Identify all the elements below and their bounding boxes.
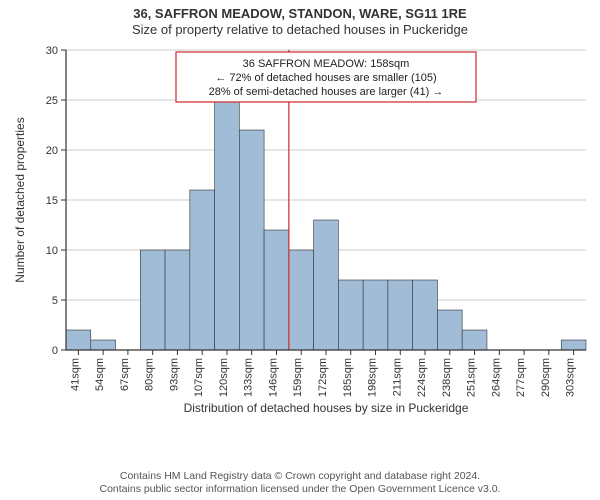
xtick-label: 224sqm [416, 358, 428, 397]
xtick-label: 146sqm [267, 358, 279, 397]
xtick-label: 277sqm [515, 358, 527, 397]
histogram-bar [91, 340, 116, 350]
ytick-label: 30 [46, 45, 58, 57]
histogram-bar [239, 130, 264, 350]
ytick-label: 5 [52, 295, 58, 307]
histogram-bar [388, 280, 413, 350]
histogram-bar [561, 340, 586, 350]
histogram-bar [165, 250, 190, 350]
histogram-bar [190, 190, 215, 350]
xtick-label: 185sqm [342, 358, 354, 397]
xtick-label: 120sqm [218, 358, 230, 397]
histogram-bar [289, 250, 314, 350]
xtick-label: 41sqm [69, 358, 81, 391]
histogram-bar [314, 220, 339, 350]
xtick-label: 93sqm [168, 358, 180, 391]
footer-line2: Contains public sector information licen… [12, 483, 588, 496]
histogram-chart: 0 5 10 15 20 25 30 41sqm 54sqm 67sqm 80sqm 93sqm 107… [6, 42, 594, 422]
histogram-bar [215, 100, 240, 350]
xtick-label: 159sqm [292, 358, 304, 397]
xtick-label: 251sqm [466, 358, 478, 397]
figure-title-line2: Size of property relative to detached ho… [0, 22, 600, 38]
histogram-bar [437, 310, 462, 350]
y-axis-label: Number of detached properties [13, 117, 27, 282]
legend-line: 28% of semi-detached houses are larger (… [209, 86, 444, 98]
xtick-label: 290sqm [540, 358, 552, 397]
xtick-label: 80sqm [144, 358, 156, 391]
title-block: 36, SAFFRON MEADOW, STANDON, WARE, SG11 … [0, 0, 600, 39]
xtick-label: 107sqm [193, 358, 205, 397]
chart-svg: 0 5 10 15 20 25 30 41sqm 54sqm 67sqm 80sqm 93sqm 107… [6, 42, 594, 422]
ytick-label: 20 [46, 145, 58, 157]
legend-line: ← 72% of detached houses are smaller (10… [215, 72, 436, 84]
xtick-label: 198sqm [367, 358, 379, 397]
legend-line: 36 SAFFRON MEADOW: 158sqm [243, 58, 410, 70]
ytick-label: 15 [46, 195, 58, 207]
xtick-label: 67sqm [119, 358, 131, 391]
figure-footer: Contains HM Land Registry data © Crown c… [12, 470, 588, 496]
xtick-label: 303sqm [565, 358, 577, 397]
histogram-bar [462, 330, 487, 350]
figure-title-line1: 36, SAFFRON MEADOW, STANDON, WARE, SG11 … [0, 6, 600, 22]
histogram-bar [338, 280, 363, 350]
histogram-bar [413, 280, 438, 350]
x-axis-label: Distribution of detached houses by size … [184, 401, 469, 415]
histogram-bar [363, 280, 388, 350]
ytick-label: 0 [52, 345, 58, 357]
histogram-bar [264, 230, 289, 350]
histogram-bar [140, 250, 165, 350]
ytick-label: 25 [46, 95, 58, 107]
ytick-label: 10 [46, 245, 58, 257]
xtick-label: 264sqm [490, 358, 502, 397]
xtick-label: 172sqm [317, 358, 329, 397]
xtick-label: 238sqm [441, 358, 453, 397]
xtick-label: 133sqm [243, 358, 255, 397]
histogram-bar [66, 330, 91, 350]
xtick-label: 211sqm [391, 358, 403, 396]
figure-root: 36, SAFFRON MEADOW, STANDON, WARE, SG11 … [0, 0, 600, 500]
footer-line1: Contains HM Land Registry data © Crown c… [12, 470, 588, 483]
xtick-label: 54sqm [94, 358, 106, 391]
